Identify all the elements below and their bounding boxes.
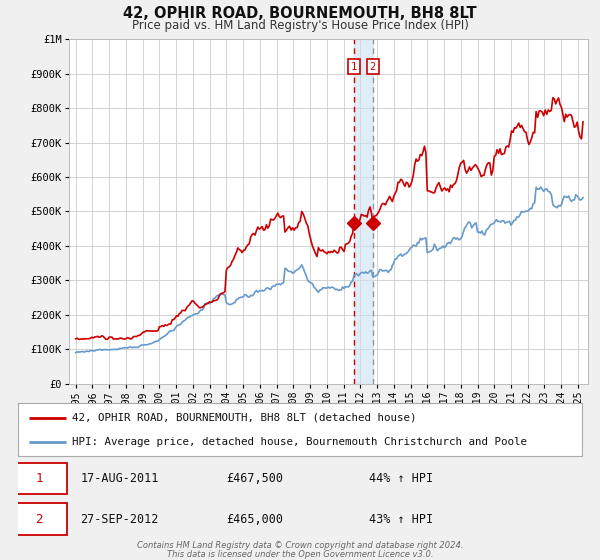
Text: 42, OPHIR ROAD, BOURNEMOUTH, BH8 8LT (detached house): 42, OPHIR ROAD, BOURNEMOUTH, BH8 8LT (de… bbox=[71, 413, 416, 423]
Text: 2: 2 bbox=[370, 62, 376, 72]
Text: 1: 1 bbox=[351, 62, 357, 72]
Text: 42, OPHIR ROAD, BOURNEMOUTH, BH8 8LT: 42, OPHIR ROAD, BOURNEMOUTH, BH8 8LT bbox=[123, 6, 477, 21]
Text: 44% ↑ HPI: 44% ↑ HPI bbox=[370, 472, 434, 486]
Text: Price paid vs. HM Land Registry's House Price Index (HPI): Price paid vs. HM Land Registry's House … bbox=[131, 19, 469, 32]
Bar bbox=[354, 39, 373, 384]
FancyBboxPatch shape bbox=[11, 463, 67, 494]
Text: HPI: Average price, detached house, Bournemouth Christchurch and Poole: HPI: Average price, detached house, Bour… bbox=[71, 437, 527, 447]
Text: 43% ↑ HPI: 43% ↑ HPI bbox=[370, 512, 434, 526]
Text: Contains HM Land Registry data © Crown copyright and database right 2024.: Contains HM Land Registry data © Crown c… bbox=[137, 541, 463, 550]
Text: This data is licensed under the Open Government Licence v3.0.: This data is licensed under the Open Gov… bbox=[167, 550, 433, 559]
Text: 2: 2 bbox=[35, 512, 43, 526]
Text: £465,000: £465,000 bbox=[226, 512, 283, 526]
Text: 17-AUG-2011: 17-AUG-2011 bbox=[80, 472, 159, 486]
FancyBboxPatch shape bbox=[11, 503, 67, 535]
Text: 1: 1 bbox=[35, 472, 43, 486]
Text: 27-SEP-2012: 27-SEP-2012 bbox=[80, 512, 159, 526]
Text: £467,500: £467,500 bbox=[226, 472, 283, 486]
